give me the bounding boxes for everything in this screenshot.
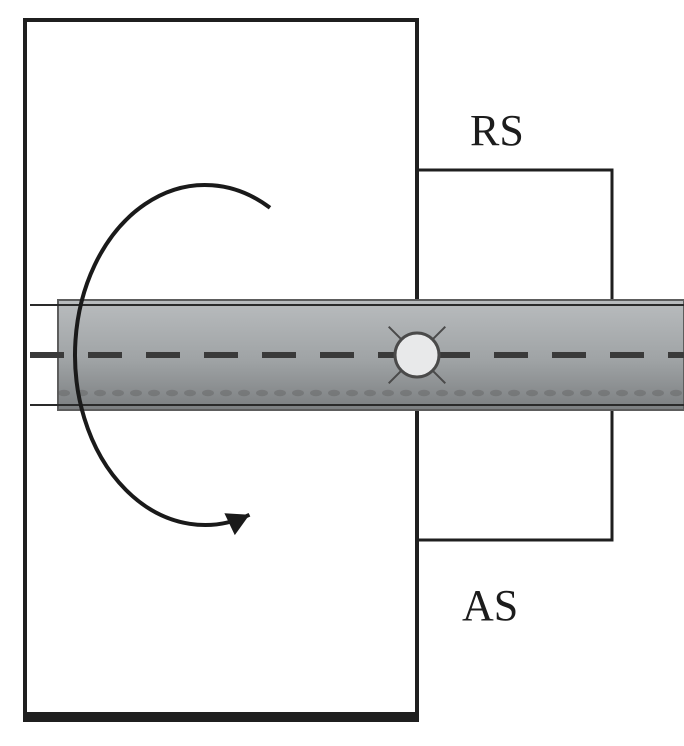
tool-pin-circle [395, 333, 439, 377]
label-as: AS [462, 581, 518, 630]
weld-zone-texture [58, 390, 682, 396]
label-rs: RS [470, 106, 524, 155]
large-block-base [25, 712, 417, 720]
